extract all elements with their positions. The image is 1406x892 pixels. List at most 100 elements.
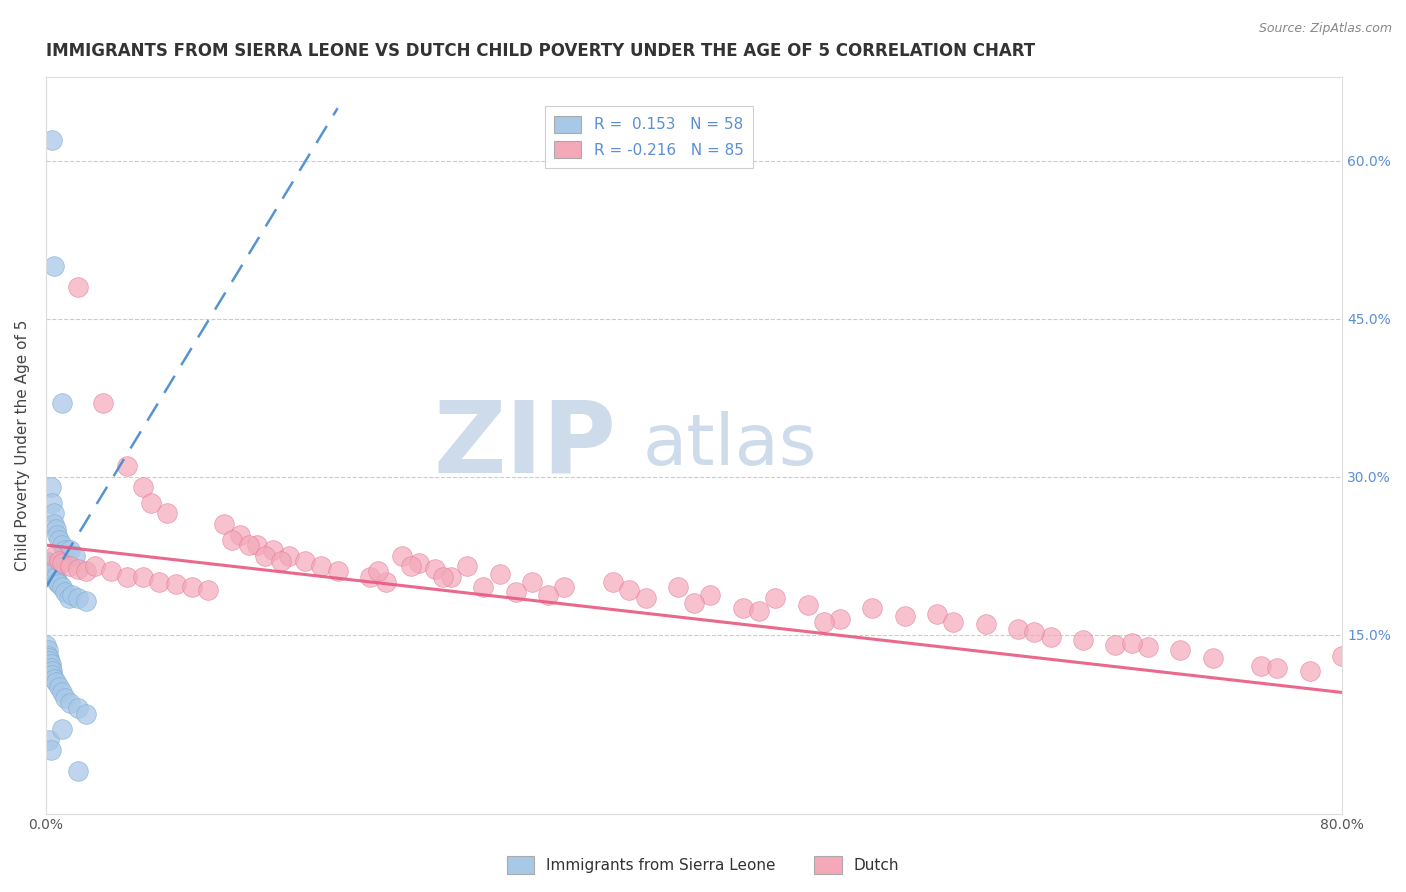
Point: [42, 672, 65, 686]
Point: [67, 591, 90, 605]
Point: [41, 667, 63, 681]
Point: [456, 559, 478, 574]
Point: [58, 591, 80, 605]
Point: [38, 556, 60, 570]
Point: [37, 643, 59, 657]
Point: [683, 596, 706, 610]
Point: [253, 549, 276, 563]
Point: [1007, 622, 1029, 636]
Point: [1331, 648, 1354, 663]
Point: [55, 585, 77, 599]
Point: [39, 565, 62, 579]
Point: [91, 396, 114, 410]
Point: [37, 559, 59, 574]
Point: [51, 556, 73, 570]
Point: [41, 133, 63, 147]
Point: [156, 507, 179, 521]
Point: [1071, 632, 1094, 647]
Point: [311, 559, 333, 574]
Point: [42, 507, 65, 521]
Point: [262, 543, 284, 558]
Point: [51, 396, 73, 410]
Point: [115, 459, 138, 474]
Point: [666, 580, 689, 594]
Point: [472, 580, 495, 594]
Point: [59, 559, 82, 574]
Point: [165, 577, 187, 591]
Point: [391, 549, 413, 563]
Point: [45, 675, 67, 690]
Point: [35, 638, 58, 652]
Point: [42, 565, 65, 579]
Point: [83, 559, 105, 574]
Point: [39, 661, 62, 675]
Text: ZIP: ZIP: [433, 397, 616, 493]
Point: [748, 604, 770, 618]
Point: [229, 527, 252, 541]
Point: [35, 554, 58, 568]
Point: [278, 549, 301, 563]
Point: [399, 559, 422, 574]
Point: [270, 554, 292, 568]
Point: [634, 591, 657, 605]
Point: [48, 554, 70, 568]
Point: [828, 612, 851, 626]
Point: [76, 594, 98, 608]
Point: [63, 549, 86, 563]
Text: atlas: atlas: [643, 410, 817, 480]
Point: [42, 549, 65, 563]
Point: [221, 533, 243, 547]
Point: [39, 480, 62, 494]
Point: [246, 538, 269, 552]
Point: [326, 565, 349, 579]
Point: [1250, 659, 1272, 673]
Point: [38, 562, 60, 576]
Point: [42, 516, 65, 531]
Point: [1136, 640, 1159, 655]
Point: [1299, 665, 1322, 679]
Point: [553, 580, 575, 594]
Point: [51, 685, 73, 699]
Point: [1267, 661, 1289, 675]
Point: [45, 569, 67, 583]
Point: [51, 538, 73, 552]
Point: [48, 533, 70, 547]
Point: [731, 601, 754, 615]
Point: [37, 556, 59, 570]
Point: [974, 617, 997, 632]
Point: [39, 743, 62, 757]
Point: [1039, 630, 1062, 644]
Point: [148, 574, 170, 589]
Point: [48, 680, 70, 694]
Point: [41, 565, 63, 579]
Point: [1104, 638, 1126, 652]
Point: [796, 598, 818, 612]
Point: [180, 580, 202, 594]
Point: [45, 522, 67, 536]
Point: [59, 543, 82, 558]
Point: [619, 583, 641, 598]
Text: IMMIGRANTS FROM SIERRA LEONE VS DUTCH CHILD POVERTY UNDER THE AGE OF 5 CORRELATI: IMMIGRANTS FROM SIERRA LEONE VS DUTCH CH…: [46, 42, 1035, 60]
Point: [141, 496, 163, 510]
Point: [1121, 636, 1143, 650]
Point: [51, 723, 73, 737]
Point: [37, 648, 59, 663]
Point: [699, 588, 721, 602]
Point: [55, 690, 77, 705]
Point: [602, 574, 624, 589]
Point: [1201, 650, 1223, 665]
Point: [48, 577, 70, 591]
Point: [115, 569, 138, 583]
Point: [238, 538, 260, 552]
Point: [375, 574, 398, 589]
Point: [67, 764, 90, 779]
Point: [41, 665, 63, 679]
Point: [42, 259, 65, 273]
Point: [894, 608, 917, 623]
Legend: Immigrants from Sierra Leone, Dutch: Immigrants from Sierra Leone, Dutch: [501, 850, 905, 880]
Point: [132, 569, 155, 583]
Legend: R =  0.153   N = 58, R = -0.216   N = 85: R = 0.153 N = 58, R = -0.216 N = 85: [544, 106, 752, 168]
Point: [39, 657, 62, 671]
Point: [763, 591, 786, 605]
Point: [1024, 625, 1046, 640]
